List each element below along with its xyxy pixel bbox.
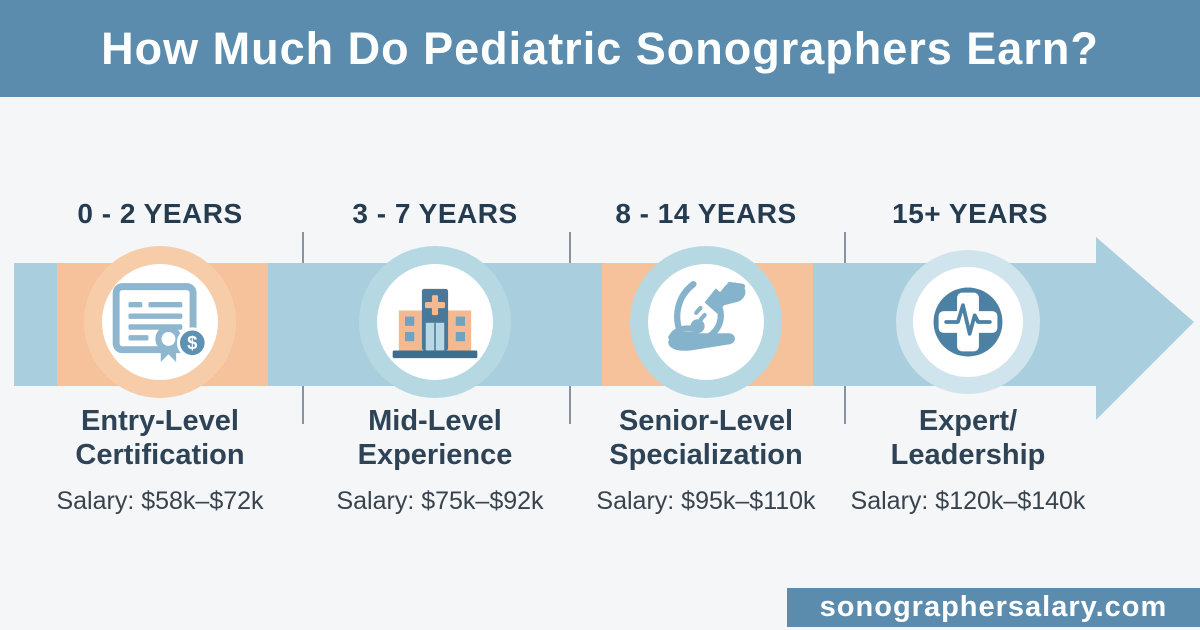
stage-title: Entry-Level Certification [20,404,300,472]
stage-title-line2: Experience [357,439,513,471]
stage-title-line1: Entry-Level [81,405,239,437]
stage-title-line1: Expert/ [918,405,1018,437]
stage-circle-inner [913,267,1023,377]
stage-title-line2: Certification [75,439,245,471]
medical-cross-pulse-icon [933,287,1003,357]
stage-salary: Salary: $120k–$140k [850,487,1086,515]
certificate-dollar-icon: $ [112,283,208,362]
stage-circle: $ [84,246,236,398]
website-link[interactable]: sonographersalary.com [819,591,1168,623]
stage-title-line2: Specialization [609,439,803,471]
stage-years-label: 8 - 14 YEARS [615,198,797,229]
header-banner: How Much Do Pediatric Sonographers Earn? [0,0,1200,97]
dollar-glyph: $ [187,332,197,353]
stage-salary: Salary: $58k–$72k [56,487,264,515]
stage-years-label: 0 - 2 YEARS [77,198,243,229]
stage-circle-inner: $ [102,264,218,380]
ultrasound-scan-icon [668,281,746,351]
stage-title-line2: Leadership [890,439,1046,471]
stage-circle [359,246,511,398]
stage-circle-inner [648,264,764,380]
stage-title-line1: Senior-Level [618,405,794,437]
footer-banner: sonographersalary.com [787,588,1200,627]
stage-circle [630,246,782,398]
stage-circle-inner [377,264,493,380]
stage-title-line1: Mid-Level [368,405,502,437]
stage-circle [896,250,1040,394]
timeline-arrow-head-icon [1096,237,1194,420]
hospital-icon [392,288,478,359]
stage-salary: Salary: $95k–$110k [596,487,816,515]
stage-years-label: 3 - 7 YEARS [352,198,518,229]
stage-years-label: 15+ YEARS [892,198,1048,229]
stage-title: Expert/ Leadership [828,404,1108,472]
page-title: How Much Do Pediatric Sonographers Earn? [101,22,1099,74]
stage-title: Senior-Level Specialization [566,404,846,472]
stage-title: Mid-Level Experience [295,404,575,472]
stage-salary: Salary: $75k–$92k [336,487,544,515]
